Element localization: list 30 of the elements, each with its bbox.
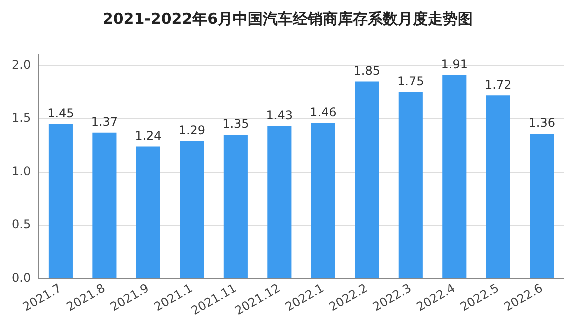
- bar: [355, 82, 380, 278]
- bar: [530, 134, 554, 278]
- data-label: 1.72: [485, 78, 512, 92]
- bar: [398, 92, 423, 278]
- data-label: 1.37: [91, 115, 118, 130]
- data-label: 1.35: [222, 117, 250, 132]
- bar: [224, 135, 248, 278]
- bar: [268, 126, 292, 278]
- bar: [92, 132, 117, 278]
- y-tick-label: 2.0: [12, 58, 32, 72]
- y-tick-label: 0.0: [12, 270, 32, 285]
- data-label: 1.46: [310, 105, 337, 120]
- y-tick-label: 0.5: [12, 218, 32, 232]
- bar: [486, 96, 510, 278]
- data-label: 1.36: [528, 116, 556, 130]
- bar: [136, 146, 160, 278]
- chart-title: 2021-2022年6月中国汽车经销商库存系数月度走势图: [102, 10, 474, 29]
- bar: [180, 141, 204, 278]
- data-label: 1.24: [135, 128, 162, 143]
- data-label: 1.85: [354, 64, 381, 78]
- bar: [442, 75, 467, 278]
- data-label: 1.45: [48, 106, 74, 121]
- data-label: 1.91: [441, 58, 468, 72]
- data-label: 1.43: [266, 108, 294, 123]
- y-tick-label: 1.0: [12, 164, 32, 178]
- y-tick-label: 1.5: [12, 111, 32, 126]
- bar: [48, 124, 73, 278]
- data-label: 1.75: [398, 74, 424, 89]
- data-label: 1.29: [178, 124, 206, 138]
- bar: [311, 123, 336, 278]
